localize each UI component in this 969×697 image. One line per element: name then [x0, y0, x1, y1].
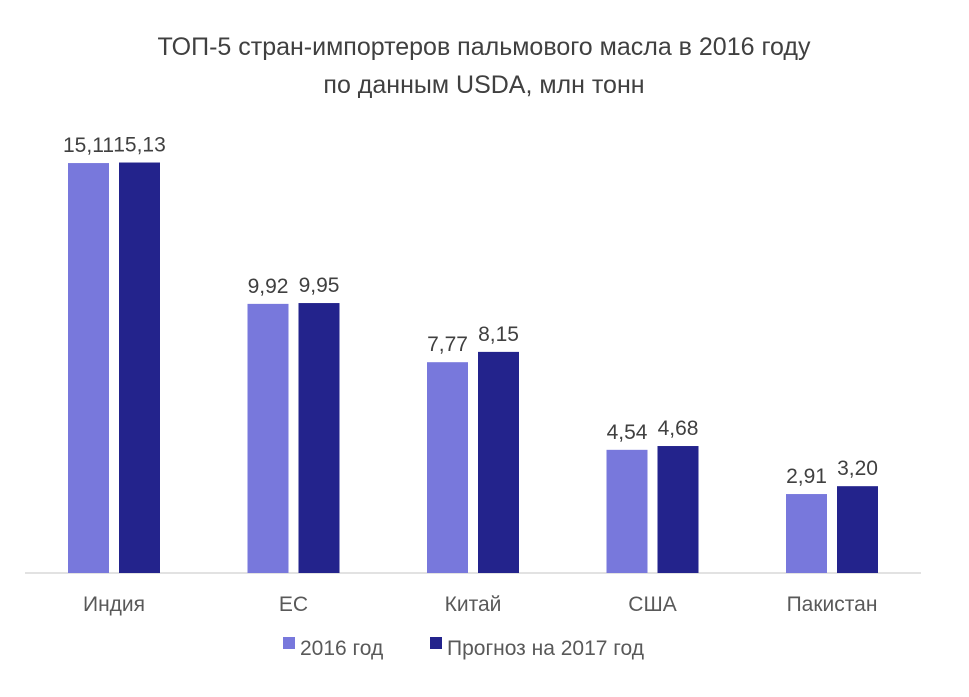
legend-label-0: 2016 год [300, 637, 383, 660]
data-label: 4,54 [607, 421, 648, 444]
bar-2016-4 [786, 494, 827, 573]
bar-2016-3 [606, 449, 648, 573]
x-tick-label: США [628, 593, 676, 616]
data-label: 3,20 [837, 457, 878, 480]
data-label: 9,92 [248, 275, 289, 298]
data-label: 4,68 [658, 417, 699, 440]
x-tick-label: Китай [445, 593, 502, 616]
data-label: 15,11 [63, 134, 114, 157]
legend-swatch-0 [283, 637, 295, 649]
data-label: 7,77 [427, 333, 468, 356]
bar-2017-0 [119, 162, 160, 573]
data-label: 15,13 [113, 134, 166, 157]
legend-swatch-1 [430, 637, 442, 649]
data-label: 9,95 [299, 274, 340, 297]
legend: 2016 год Прогноз на 2017 год [283, 637, 644, 660]
bar-2017-4 [837, 486, 878, 573]
x-tick-label: ЕС [279, 593, 308, 616]
bar-2016-1 [247, 303, 289, 573]
x-tick-label: Пакистан [787, 593, 878, 616]
x-tick-label: Индия [83, 593, 145, 616]
bar-2016-2 [427, 362, 468, 573]
bar-2017-1 [298, 303, 340, 573]
bar-2017-2 [478, 351, 519, 573]
bar-2016-0 [68, 163, 109, 573]
chart-subtitle: по данным USDA, млн тонн [323, 71, 644, 99]
legend-label-1: Прогноз на 2017 год [447, 637, 644, 660]
data-label: 2,91 [786, 465, 827, 488]
chart-title: ТОП-5 стран-импортеров пальмового масла … [158, 33, 811, 61]
bar-2017-3 [657, 446, 699, 573]
data-label: 8,15 [478, 323, 519, 346]
